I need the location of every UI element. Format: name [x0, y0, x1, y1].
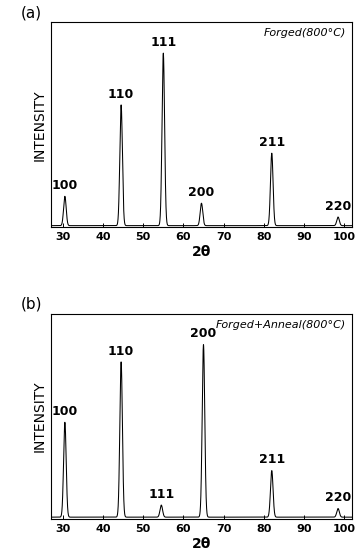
Text: 220: 220 — [325, 200, 351, 213]
Text: 110: 110 — [108, 344, 134, 358]
Text: (b): (b) — [21, 296, 42, 311]
Text: 111: 111 — [148, 488, 174, 501]
Text: Forged(800°C): Forged(800°C) — [264, 28, 346, 38]
Text: 110: 110 — [108, 88, 134, 100]
Text: 200: 200 — [188, 186, 215, 199]
Y-axis label: INTENSITY: INTENSITY — [33, 380, 47, 452]
Y-axis label: INTENSITY: INTENSITY — [33, 89, 47, 161]
Text: 220: 220 — [325, 491, 351, 504]
X-axis label: 2θ: 2θ — [192, 537, 211, 550]
X-axis label: 2θ: 2θ — [192, 245, 211, 259]
Text: 111: 111 — [150, 36, 176, 49]
Text: 211: 211 — [259, 136, 285, 149]
Text: 200: 200 — [190, 327, 217, 341]
Text: 100: 100 — [52, 179, 78, 192]
Text: 100: 100 — [52, 405, 78, 418]
Text: (a): (a) — [21, 5, 42, 20]
Text: 211: 211 — [259, 453, 285, 466]
Text: Forged+Anneal(800°C): Forged+Anneal(800°C) — [216, 320, 346, 330]
